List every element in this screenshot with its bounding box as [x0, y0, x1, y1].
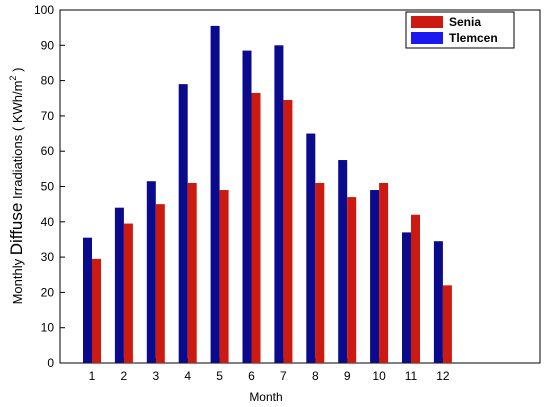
bar-senia-month-11	[411, 214, 420, 363]
bar-senia-month-12	[442, 285, 452, 363]
bar-senia-month-7	[283, 100, 293, 363]
bar-senia-month-2	[123, 223, 133, 363]
y-tick-label: 10	[41, 321, 55, 335]
x-axis-title: Month	[249, 390, 282, 404]
y-axis-title-end: )	[10, 68, 25, 76]
y-tick-label: 70	[41, 109, 55, 123]
y-axis-title: Monthly Diffuse Irradiations ( KWh/m2 )	[7, 68, 26, 305]
x-tick-label: 12	[436, 369, 450, 383]
y-tick-label: 90	[41, 38, 55, 52]
y-axis: 0 10 20 30 40 50 60 70 80 90 100	[34, 3, 65, 370]
plot-area	[59, 9, 541, 364]
bar-tlemcen-month-1	[83, 237, 92, 363]
legend-label-senia: Senia	[449, 15, 481, 29]
bar-tlemcen-month-12	[433, 241, 443, 363]
x-tick-label: 9	[344, 369, 351, 383]
bar-tlemcen-month-3	[146, 181, 156, 363]
bar-senia-month-1	[92, 258, 101, 363]
bar-senia-month-10	[379, 182, 389, 363]
x-tick-label: 11	[405, 369, 418, 383]
bar-tlemcen-month-7	[274, 45, 284, 364]
x-tick-label: 10	[372, 369, 386, 383]
y-tick-label: 80	[41, 74, 55, 88]
x-tick-label: 4	[184, 369, 191, 383]
y-tick-label: 40	[41, 215, 55, 229]
y-axis-title-part2: Irradiations ( KWh/m	[10, 81, 25, 203]
bar-tlemcen-month-8	[306, 133, 316, 363]
legend-label-tlemcen: Tlemcen	[449, 31, 498, 45]
bar-senia-month-4	[187, 182, 197, 363]
bar-tlemcen-month-10	[370, 190, 380, 363]
y-tick-label: 50	[41, 180, 55, 194]
bar-tlemcen-month-11	[402, 232, 411, 363]
y-tick-label: 30	[41, 250, 55, 264]
legend-swatch-tlemcen	[411, 32, 443, 44]
y-tick-label: 100	[34, 3, 54, 17]
x-tick-label: 5	[216, 369, 223, 383]
x-tick-label: 8	[312, 369, 319, 383]
y-axis-title-big: Diffuse	[7, 203, 26, 256]
x-tick-label: 3	[152, 369, 159, 383]
bars	[83, 25, 452, 364]
bar-senia-month-6	[251, 92, 261, 363]
y-axis-title-part1: Monthly	[10, 255, 25, 304]
bar-tlemcen-month-5	[210, 25, 220, 363]
x-tick-label: 1	[89, 369, 96, 383]
x-axis: 1 2 3 4 5 6 7 8 9 10 11 12	[89, 358, 450, 383]
bar-senia-month-3	[155, 204, 165, 363]
bar-senia-month-8	[315, 182, 325, 363]
legend-swatch-senia	[411, 16, 443, 28]
bar-tlemcen-month-6	[242, 50, 252, 363]
y-tick-label: 60	[41, 144, 55, 158]
x-tick-label: 6	[248, 369, 255, 383]
x-tick-label: 7	[280, 369, 287, 383]
legend: Senia Tlemcen	[405, 11, 515, 49]
y-tick-label: 0	[47, 356, 54, 370]
x-tick-label: 2	[121, 369, 128, 383]
bar-senia-month-5	[219, 190, 229, 363]
bar-senia-month-9	[347, 197, 357, 363]
y-axis-title-sup: 2	[8, 76, 18, 81]
bar-tlemcen-month-2	[114, 207, 124, 363]
bar-tlemcen-month-4	[178, 84, 188, 363]
y-tick-label: 20	[41, 285, 55, 299]
bar-tlemcen-month-9	[338, 160, 348, 363]
